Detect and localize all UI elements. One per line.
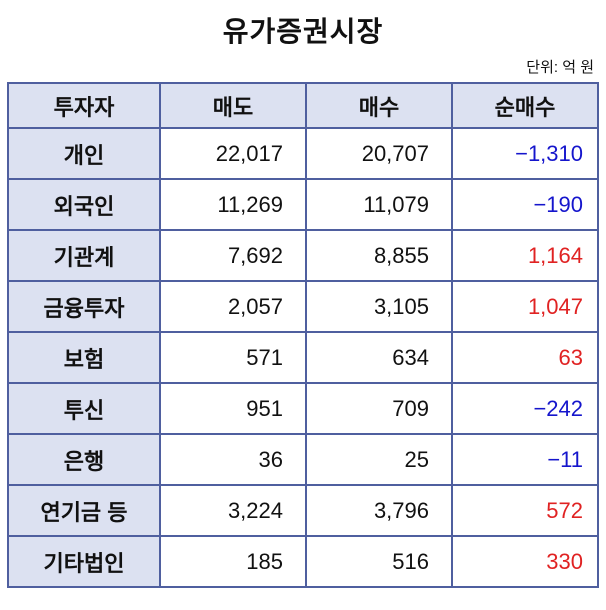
sell-cell: 11,269 [159,178,307,231]
sell-cell: 2,057 [159,280,307,333]
investor-cell: 은행 [7,433,161,486]
page: 유가증권시장 단위: 억 원 투자자 매도 매수 순매수 개인 22,017 20,… [0,10,606,588]
net-cell: −11 [451,433,599,486]
buy-cell: 8,855 [305,229,453,282]
header-sell: 매도 [159,82,307,129]
sell-cell: 36 [159,433,307,486]
sell-cell: 185 [159,535,307,588]
table-row: 기타법인 185 516 330 [7,535,599,588]
buy-cell: 25 [305,433,453,486]
buy-cell: 3,105 [305,280,453,333]
net-cell: −1,310 [451,127,599,180]
buy-cell: 516 [305,535,453,588]
net-cell: 572 [451,484,599,537]
investor-cell: 연기금 등 [7,484,161,537]
buy-cell: 634 [305,331,453,384]
table-row: 투신 951 709 −242 [7,382,599,435]
table-row: 개인 22,017 20,707 −1,310 [7,127,599,180]
sell-cell: 7,692 [159,229,307,282]
table-row: 외국인 11,269 11,079 −190 [7,178,599,231]
investor-cell: 보험 [7,331,161,384]
investor-cell: 기타법인 [7,535,161,588]
table-row: 금융투자 2,057 3,105 1,047 [7,280,599,333]
investor-cell: 개인 [7,127,161,180]
net-cell: −242 [451,382,599,435]
investor-cell: 외국인 [7,178,161,231]
net-cell: 330 [451,535,599,588]
buy-cell: 11,079 [305,178,453,231]
buy-cell: 709 [305,382,453,435]
sell-cell: 571 [159,331,307,384]
page-title: 유가증권시장 [222,16,384,47]
net-cell: −190 [451,178,599,231]
buy-cell: 20,707 [305,127,453,180]
unit-label: 단위: 억 원 [526,59,594,76]
table-row: 은행 36 25 −11 [7,433,599,486]
table-row: 기관계 7,692 8,855 1,164 [7,229,599,282]
table-header-row: 투자자 매도 매수 순매수 [7,82,599,129]
sell-cell: 3,224 [159,484,307,537]
investor-table: 투자자 매도 매수 순매수 개인 22,017 20,707 −1,310 외국인 11,… [7,82,599,588]
sell-cell: 22,017 [159,127,307,180]
net-cell: 1,047 [451,280,599,333]
investor-cell: 기관계 [7,229,161,282]
buy-cell: 3,796 [305,484,453,537]
header-net: 순매수 [451,82,599,129]
header-investor: 투자자 [7,82,161,129]
table-row: 연기금 등 3,224 3,796 572 [7,484,599,537]
investor-cell: 투신 [7,382,161,435]
header-buy: 매수 [305,82,453,129]
net-cell: 1,164 [451,229,599,282]
net-cell: 63 [451,331,599,384]
sell-cell: 951 [159,382,307,435]
investor-cell: 금융투자 [7,280,161,333]
table-row: 보험 571 634 63 [7,331,599,384]
table-body: 개인 22,017 20,707 −1,310 외국인 11,269 11,079 −190 기… [7,127,599,588]
